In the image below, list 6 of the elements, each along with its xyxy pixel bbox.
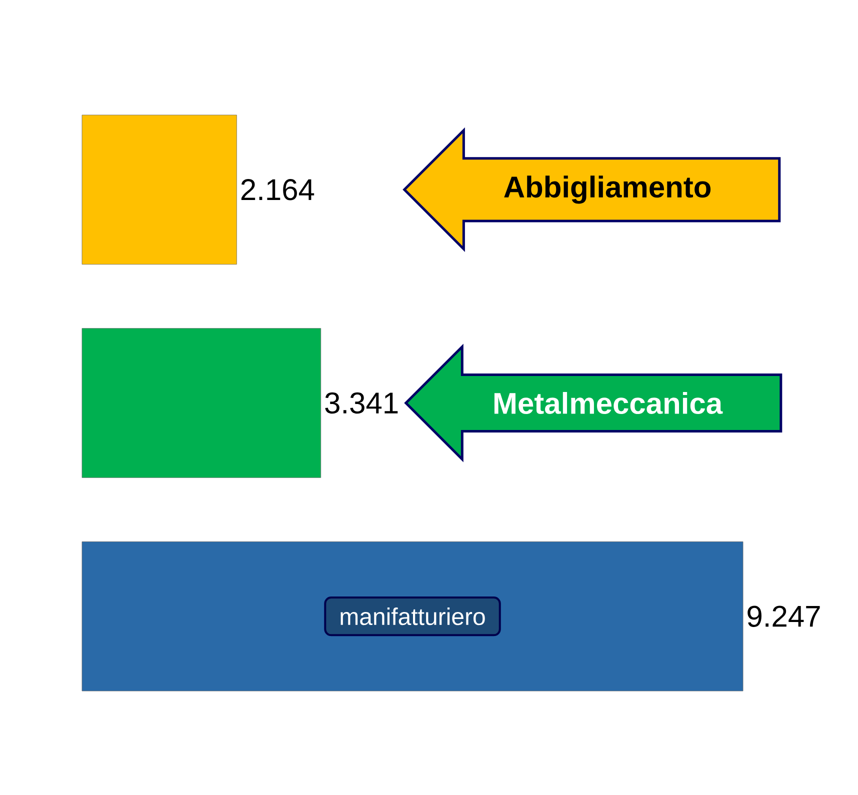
data-label: 9.247 — [748, 606, 820, 627]
data-label: 2.164 — [241, 179, 314, 200]
y-tick-label: manifatturiero — [340, 608, 485, 626]
y-tick-label: Metalmeccanica — [494, 392, 723, 414]
data-label: 3.341 — [325, 392, 398, 414]
y-tick-label: Abbigliamento — [504, 176, 711, 204]
